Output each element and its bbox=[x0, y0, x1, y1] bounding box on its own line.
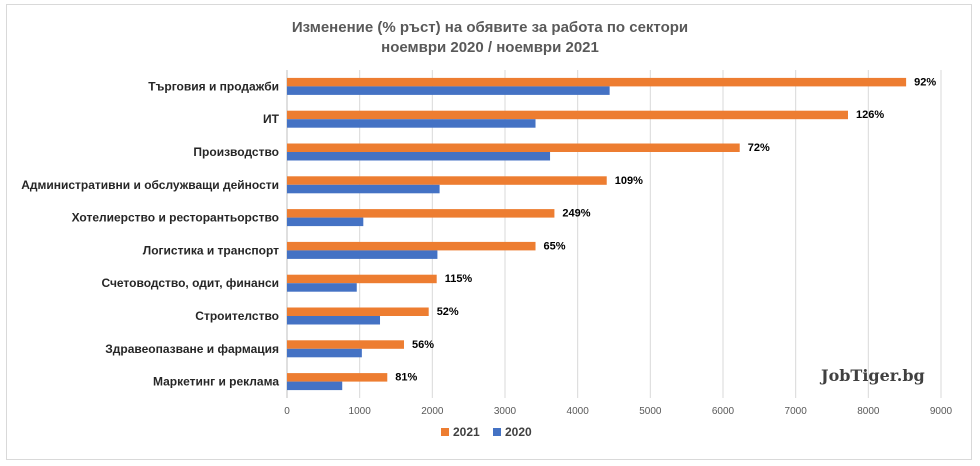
bar-2020 bbox=[287, 250, 438, 259]
category-label: Административни и обслужващи дейности bbox=[21, 178, 279, 192]
x-tick-label: 0 bbox=[284, 406, 290, 417]
x-tick-label: 1000 bbox=[349, 406, 372, 417]
bar-2020 bbox=[287, 381, 343, 391]
legend-swatch bbox=[493, 428, 501, 436]
data-label: 81% bbox=[395, 372, 417, 384]
chart-subtitle: ноември 2020 / ноември 2021 bbox=[381, 39, 599, 56]
category-label: Хотелиерство и ресторантьорство bbox=[72, 211, 279, 225]
bars: 92% 126% 72% 109% 249% 65% 115% 52% 56% 81% bbox=[287, 76, 936, 391]
x-axis-ticks: 0 1000 2000 3000 4000 5000 6000 7000 8000 9000 bbox=[284, 406, 952, 417]
chart-title: Изменение (% ръст) на обявите за работа … bbox=[292, 19, 688, 36]
legend-label: 2020 bbox=[505, 425, 532, 439]
x-tick-label: 2000 bbox=[421, 406, 444, 417]
category-label: Маркетинг и реклама bbox=[153, 375, 279, 389]
bar-2020 bbox=[287, 348, 362, 358]
bar-2020 bbox=[287, 152, 551, 161]
bar-2020 bbox=[287, 283, 357, 292]
bar-2020 bbox=[287, 119, 536, 128]
bar-2021 bbox=[287, 110, 848, 120]
data-label: 109% bbox=[615, 175, 643, 187]
data-label: 72% bbox=[748, 142, 770, 154]
data-label: 52% bbox=[437, 306, 459, 318]
bar-2021 bbox=[287, 307, 429, 316]
bar-2020 bbox=[287, 184, 440, 194]
bar-chart: Изменение (% ръст) на обявите за работа … bbox=[21, 19, 952, 439]
legend-label: 2021 bbox=[453, 425, 480, 439]
category-label: Производство bbox=[193, 145, 279, 159]
category-label: Търговия и продажби bbox=[148, 79, 279, 93]
bar-2021 bbox=[287, 209, 555, 218]
x-tick-label: 8000 bbox=[857, 406, 880, 417]
x-tick-label: 9000 bbox=[930, 406, 953, 417]
data-label: 126% bbox=[856, 109, 884, 121]
bar-2021 bbox=[287, 241, 536, 251]
category-label: Логистика и транспорт bbox=[143, 243, 279, 257]
x-tick-label: 3000 bbox=[494, 406, 517, 417]
watermark-logo: JobTiger.bg bbox=[819, 366, 925, 385]
bar-2021 bbox=[287, 176, 607, 185]
data-label: 115% bbox=[445, 273, 473, 285]
bar-2021 bbox=[287, 77, 907, 87]
bar-2021 bbox=[287, 143, 740, 152]
data-label: 92% bbox=[914, 76, 936, 88]
category-label: Здравеопазване и фармация bbox=[105, 342, 279, 356]
bar-2021 bbox=[287, 373, 388, 382]
category-label: ИТ bbox=[263, 112, 280, 126]
data-label: 56% bbox=[412, 339, 434, 351]
x-tick-label: 6000 bbox=[712, 406, 735, 417]
data-label: 65% bbox=[544, 240, 566, 252]
bar-2020 bbox=[287, 86, 610, 95]
x-tick-label: 5000 bbox=[639, 406, 662, 417]
legend-swatch bbox=[441, 428, 449, 436]
bar-2020 bbox=[287, 316, 381, 325]
category-label: Счетоводство, одит, финанси bbox=[101, 276, 279, 290]
chart-frame: Изменение (% ръст) на обявите за работа … bbox=[6, 4, 972, 460]
x-tick-label: 4000 bbox=[567, 406, 590, 417]
data-label: 249% bbox=[562, 208, 590, 220]
bar-2021 bbox=[287, 340, 404, 349]
bar-2021 bbox=[287, 274, 437, 284]
x-tick-label: 7000 bbox=[785, 406, 808, 417]
bar-2020 bbox=[287, 217, 364, 227]
category-labels: Търговия и продажби ИТ Производство Админис… bbox=[21, 79, 279, 388]
category-label: Строителство bbox=[195, 309, 279, 323]
legend: 2021 2020 bbox=[441, 425, 532, 439]
